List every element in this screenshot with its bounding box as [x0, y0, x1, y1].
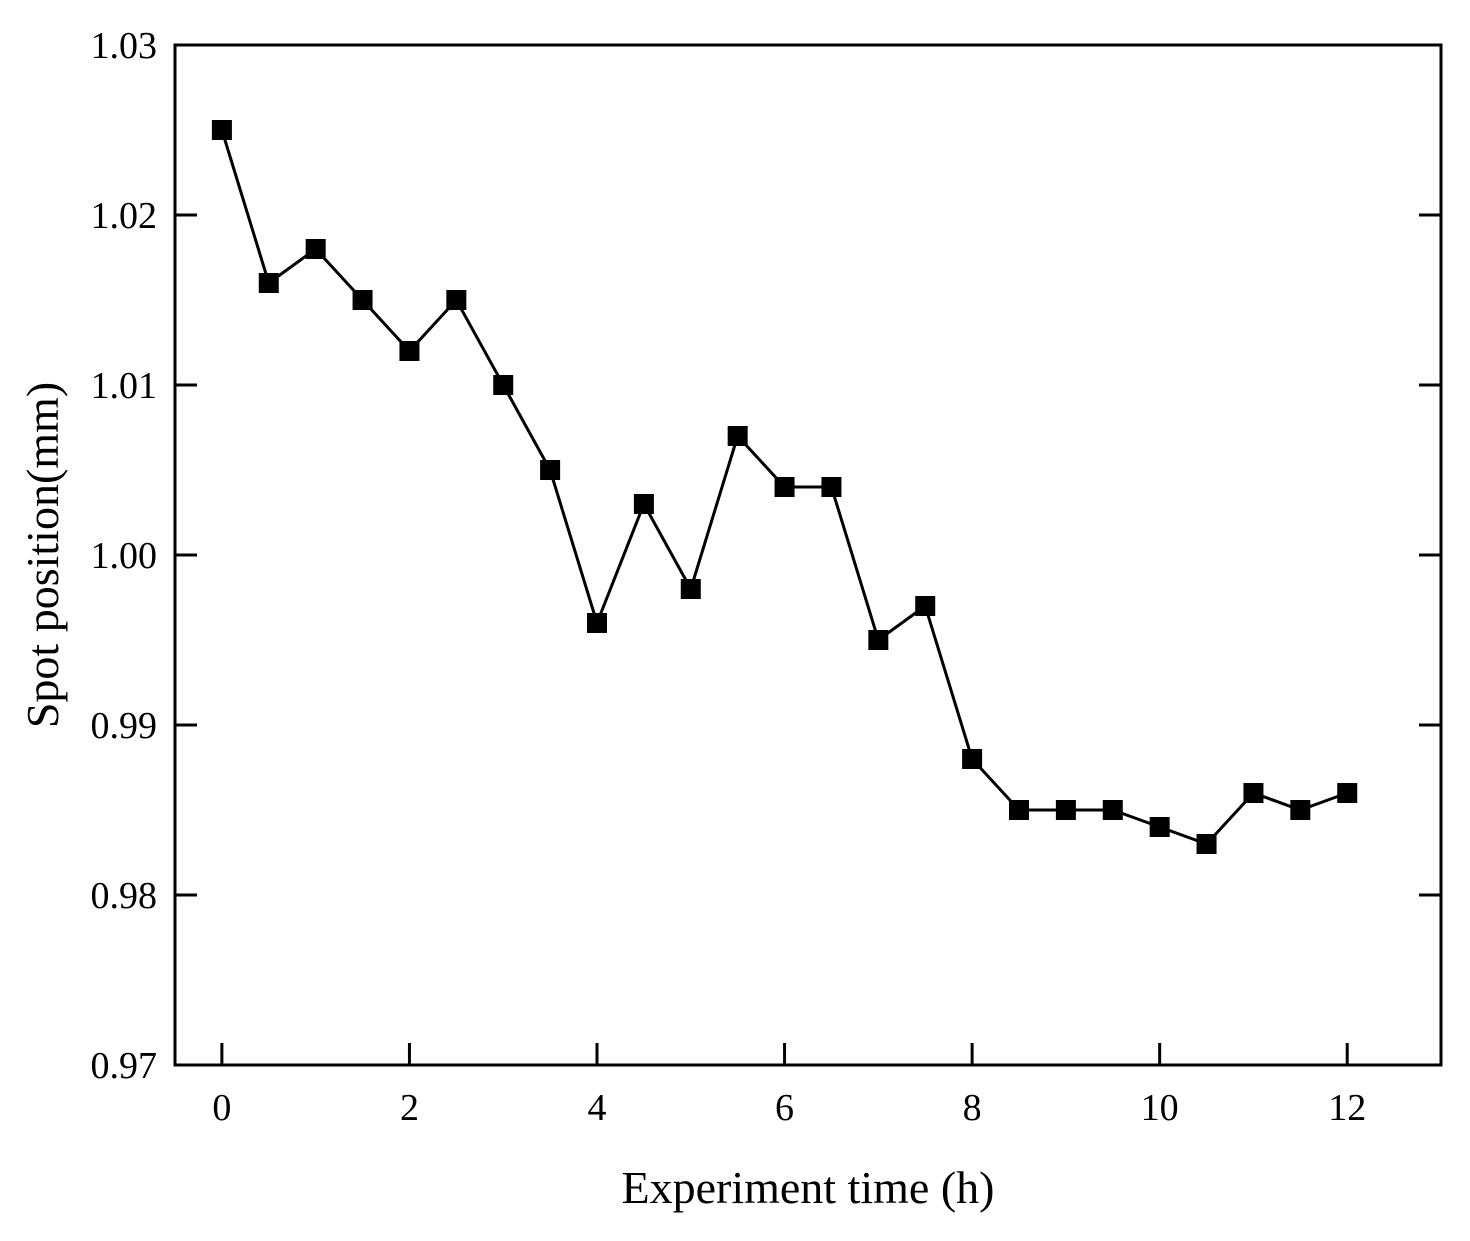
labels-layer: 0 2 4 6 8 10 12 0.97 0.98 0.99 1.00 1.01 1.02 1.03	[91, 25, 1367, 1129]
data-point	[1149, 817, 1170, 837]
series-layer	[211, 120, 1358, 854]
x-axis-title: Experiment time (h)	[622, 1162, 995, 1213]
data-point	[352, 290, 373, 310]
data-point	[1009, 800, 1029, 820]
y-tick-label: 0.98	[91, 875, 158, 917]
x-tick-label: 4	[588, 1087, 607, 1129]
y-tick-label: 0.99	[91, 705, 158, 747]
data-point	[915, 596, 936, 616]
data-point	[727, 426, 748, 446]
data-point	[1243, 783, 1264, 803]
plot-frame	[173, 43, 1443, 1067]
data-point	[680, 579, 701, 599]
data-point	[211, 120, 232, 140]
data-point	[1196, 834, 1217, 854]
data-point	[1290, 800, 1311, 820]
y-axis-title: Spot position(mm)	[17, 382, 68, 728]
ticks-layer	[175, 43, 1441, 1067]
data-point	[821, 477, 842, 497]
data-point	[633, 494, 654, 514]
y-tick-label: 1.01	[91, 365, 158, 407]
y-tick-label: 1.03	[91, 25, 158, 67]
data-point	[1055, 800, 1076, 820]
y-tick-label: 1.00	[91, 535, 158, 577]
x-tick-label: 0	[212, 1087, 231, 1129]
data-point	[1102, 800, 1123, 820]
x-tick-label: 6	[775, 1087, 794, 1129]
x-tick-label: 8	[963, 1087, 982, 1129]
data-point	[587, 613, 607, 633]
x-tick-label: 2	[400, 1087, 419, 1129]
y-tick-label: 1.02	[91, 195, 158, 237]
data-point	[493, 375, 514, 395]
data-point	[446, 290, 467, 310]
data-point	[962, 749, 983, 769]
data-point	[1337, 783, 1358, 803]
data-point	[774, 477, 795, 497]
data-point	[258, 273, 279, 293]
data-point	[868, 630, 889, 650]
x-tick-label: 10	[1141, 1087, 1179, 1129]
data-point	[399, 341, 420, 361]
data-point	[305, 239, 326, 259]
y-tick-label: 0.97	[91, 1045, 158, 1087]
x-tick-label: 12	[1328, 1087, 1366, 1129]
data-point	[540, 460, 561, 480]
